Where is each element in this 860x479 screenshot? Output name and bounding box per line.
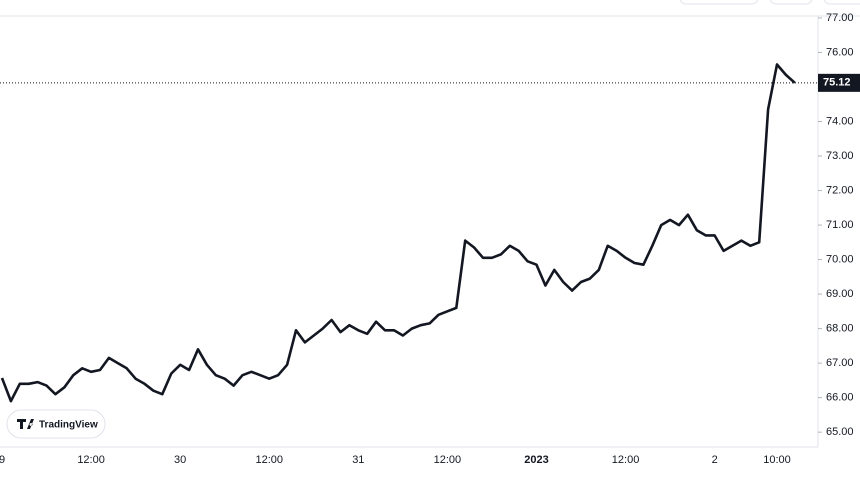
y-tick-label: 65.00	[826, 426, 854, 438]
brand-badge: TradingView	[6, 409, 106, 439]
y-tick-label: 72.00	[826, 184, 854, 196]
plot	[0, 63, 818, 403]
x-tick-label: 12:00	[434, 454, 462, 466]
price-line	[0, 63, 796, 403]
y-tick-label: 67.00	[826, 357, 854, 369]
brand-logo	[17, 419, 34, 429]
x-tick-label: 10:00	[763, 454, 791, 466]
y-tick-label: 74.00	[826, 115, 854, 127]
x-tick-label: 9	[0, 454, 5, 466]
y-tick-label: 68.00	[826, 323, 854, 335]
x-tick-label: 12:00	[612, 454, 640, 466]
y-tick-label: 70.00	[826, 253, 854, 265]
y-tick-label: 76.00	[826, 46, 854, 58]
y-tick-label: 69.00	[826, 288, 854, 300]
brand-name: TradingView	[39, 420, 98, 431]
y-tick-label: 66.00	[826, 392, 854, 404]
x-tick-label: 31	[352, 454, 364, 466]
toolbar-button[interactable]	[769, 0, 813, 5]
x-tick-label: 2023	[524, 454, 548, 466]
last-price-label: 75.12	[823, 77, 851, 89]
y-tick-label: 71.00	[826, 219, 854, 231]
toolbar-button[interactable]	[823, 0, 860, 5]
badge-box	[6, 409, 106, 439]
y-tick-label: 73.00	[826, 150, 854, 162]
x-tick-label: 30	[174, 454, 186, 466]
x-tick-label: 12:00	[77, 454, 105, 466]
last-price-box	[818, 73, 860, 92]
x-tick-label: 2	[712, 454, 718, 466]
x-tick-label: 12:00	[255, 454, 283, 466]
toolbar-button[interactable]	[679, 0, 759, 5]
y-tick-label: 77.00	[826, 12, 854, 24]
